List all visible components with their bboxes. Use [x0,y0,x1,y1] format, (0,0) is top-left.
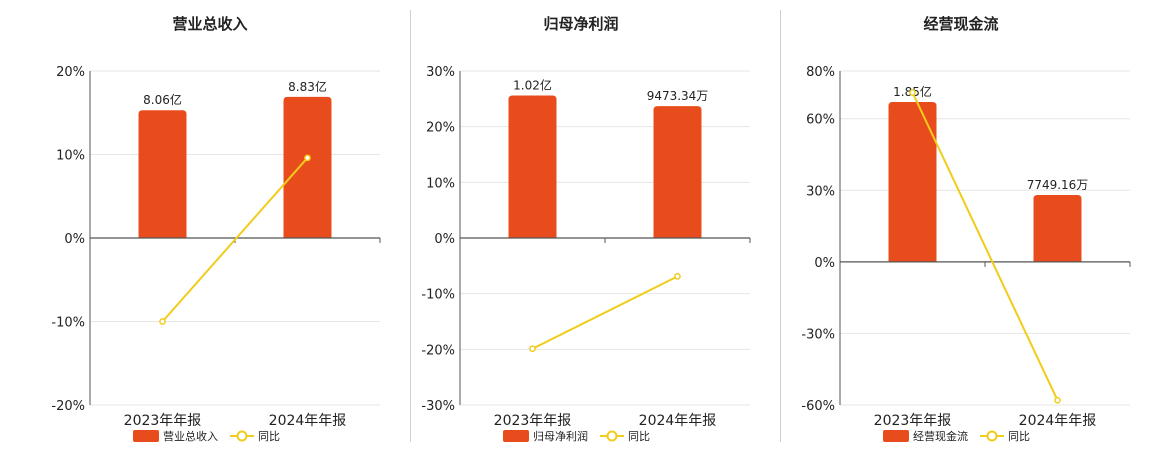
x-tick-label: 2023年年报 [494,413,572,429]
y-tick-label: 0% [434,232,455,247]
bar [508,95,557,238]
legend-bar-swatch [503,430,529,442]
y-tick-label: 10% [426,176,455,191]
y-tick-label: -30% [801,327,835,342]
yoy-point [1054,396,1061,404]
legend-bar-label: 归母净利润 [533,429,588,443]
panel-divider [410,10,411,442]
yoy-point [159,318,166,325]
legend-line-marker [236,430,248,442]
y-tick-label: 0% [814,256,835,271]
legend-bar-label: 营业总收入 [163,429,218,443]
y-tick-label: -60% [801,399,835,414]
y-tick-label: -20% [51,399,85,414]
y-tick-label: 30% [426,65,455,80]
legend-line-marker [986,430,998,442]
chart-title: 归母净利润 [543,15,618,33]
y-tick-label: 30% [806,184,835,199]
legend-bar-label: 经营现金流 [913,429,968,443]
y-tick-label: 80% [806,65,835,80]
legend-bar-swatch [133,430,159,442]
revenue-chart-panel: 营业总收入 20% 10% 0% -10% -20% 8.06亿 8.83亿 2023年年报 20… [0,0,400,450]
x-tick-label: 2023年年报 [874,413,952,429]
bar-value-label: 9473.34万 [647,89,709,103]
legend-line-label: 同比 [628,430,650,443]
bar [888,102,937,262]
legend-line-label: 同比 [1008,430,1030,443]
legend-bar-swatch [883,430,909,442]
legend-line-label: 同比 [258,430,280,443]
panel-divider [780,10,781,442]
y-tick-label: 20% [426,121,455,136]
yoy-line [532,275,678,350]
x-tick-label: 2023年年报 [124,413,202,429]
y-tick-label: -20% [421,343,455,358]
y-tick-label: -10% [421,288,455,303]
chart-svg: 经营现金流80%60%30%0%-30%-60%1.85亿7749.16万202… [801,15,1131,443]
cashflow-chart-panel: 经营现金流80%60%30%0%-30%-60%1.85亿7749.16万202… [781,0,1160,450]
chart-svg: 归母净利润 30% 20% 10% 0% -10% -20% -30% 1.02亿 9473.34… [421,15,751,443]
bar-value-label: 1.02亿 [513,77,552,92]
x-tick-label: 2024年年报 [269,413,347,429]
y-tick-label: 20% [56,65,85,80]
yoy-point [909,89,916,96]
legend-line-marker [606,430,618,442]
net-profit-chart-panel: 归母净利润 30% 20% 10% 0% -10% -20% -30% 1.02亿 9473.34… [411,0,780,450]
y-tick-label: 0% [64,232,85,247]
yoy-line [911,92,1059,401]
chart-svg: 营业总收入 20% 10% 0% -10% -20% 8.06亿 8.83亿 2023年年报 20… [51,15,381,443]
y-tick-label: 10% [56,149,85,164]
yoy-point [529,345,536,353]
bar [1033,195,1082,262]
bar [283,96,332,238]
yoy-point [304,154,311,162]
bar [138,110,187,238]
bar [653,106,702,238]
y-tick-label: -30% [421,399,455,414]
y-tick-label: -10% [51,316,85,331]
yoy-line [161,157,309,323]
chart-title: 营业总收入 [172,15,247,33]
y-tick-label: 60% [806,113,835,128]
bar-value-label: 8.83亿 [288,79,327,94]
bar-value-label: 7749.16万 [1027,178,1089,192]
yoy-point [674,273,681,280]
x-tick-label: 2024年年报 [1019,413,1097,429]
bar-value-label: 8.06亿 [143,92,182,107]
x-tick-label: 2024年年报 [639,413,717,429]
chart-title: 经营现金流 [923,15,998,33]
